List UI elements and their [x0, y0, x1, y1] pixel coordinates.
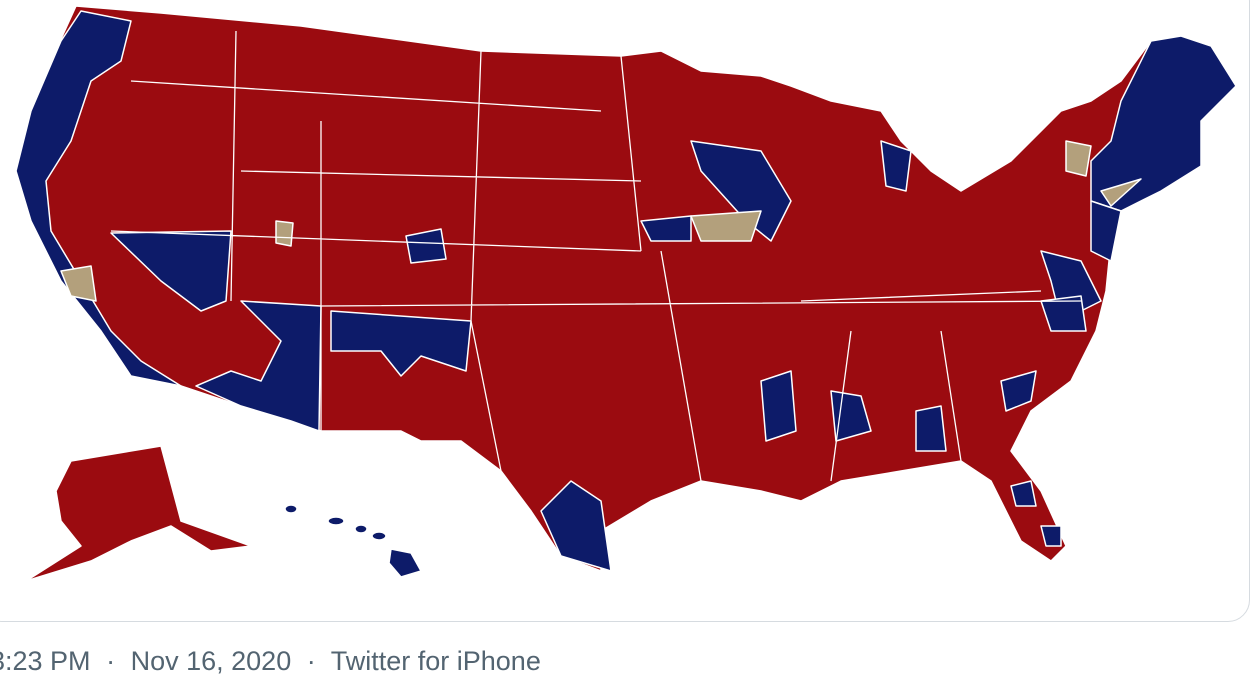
- west-coast-blue: [15, 10, 182, 387]
- nevada-blue: [110, 230, 232, 312]
- state-borders: [110, 30, 1082, 482]
- colorado-blue: [405, 228, 447, 264]
- separator: ·: [106, 646, 116, 676]
- tweet-media-card[interactable]: [0, 0, 1250, 622]
- northeast-blue: [1090, 35, 1237, 212]
- tweet-time[interactable]: 3:23 PM: [0, 646, 91, 676]
- alaska-red: [25, 445, 252, 582]
- tweet-metadata: 3:23 PM · Nov 16, 2020 · Twitter for iPh…: [0, 646, 549, 677]
- tossup-tan: [60, 140, 1142, 302]
- south-texas-blue: [540, 480, 612, 572]
- tweet-date[interactable]: Nov 16, 2020: [130, 646, 292, 676]
- hawaii-blue: [284, 504, 422, 578]
- great-lakes-blue: [640, 140, 912, 242]
- separator: ·: [306, 646, 316, 676]
- south-blue: [760, 295, 1087, 452]
- arizona-blue: [195, 300, 322, 432]
- new-mexico-blue: [330, 310, 472, 377]
- us-district-map: [15, 5, 1237, 582]
- tweet-source[interactable]: Twitter for iPhone: [330, 646, 541, 676]
- florida-blue: [1010, 480, 1062, 547]
